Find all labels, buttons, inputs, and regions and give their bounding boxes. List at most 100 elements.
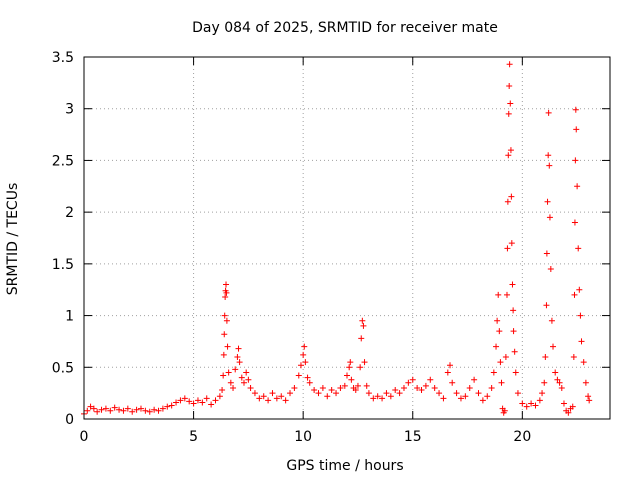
data-point: [418, 387, 425, 394]
data-point: [260, 393, 267, 400]
data-point: [120, 407, 127, 414]
data-point: [287, 390, 294, 397]
data-point: [542, 353, 549, 360]
data-point: [223, 281, 230, 288]
data-point: [306, 379, 313, 386]
data-point: [358, 335, 365, 342]
data-point: [359, 317, 366, 324]
data-point: [558, 384, 565, 391]
data-point: [497, 359, 504, 366]
data-point: [575, 245, 582, 252]
data-point: [177, 397, 184, 404]
data-point: [496, 328, 503, 335]
data-point: [504, 245, 511, 252]
data-point: [344, 372, 350, 379]
data-point: [245, 376, 252, 383]
data-point: [582, 379, 589, 386]
data-point: [374, 393, 381, 400]
data-point: [222, 293, 229, 300]
data-point: [574, 183, 581, 190]
data-point: [509, 281, 516, 288]
x-tick-label: 5: [189, 429, 198, 445]
data-point: [98, 406, 105, 413]
data-point: [90, 405, 97, 412]
data-point: [315, 390, 322, 397]
data-point: [548, 317, 555, 324]
y-tick-label: 1.5: [52, 257, 74, 273]
x-axis-label: GPS time / hours: [286, 458, 403, 474]
data-point: [240, 379, 247, 386]
data-point: [554, 376, 561, 383]
data-point: [203, 395, 210, 402]
data-point: [493, 343, 500, 350]
data-point: [479, 397, 486, 404]
data-point: [569, 403, 576, 410]
data-point: [282, 397, 289, 404]
data-point: [194, 397, 201, 404]
data-point: [488, 384, 495, 391]
data-point: [146, 408, 153, 415]
data-point: [357, 364, 364, 371]
data-point: [232, 366, 239, 373]
data-point: [159, 405, 166, 412]
data-point: [216, 393, 223, 400]
data-point: [311, 387, 318, 394]
data-point: [124, 405, 131, 412]
data-point: [508, 240, 515, 247]
data-point: [230, 384, 237, 391]
data-point: [84, 407, 91, 414]
data-point: [502, 353, 509, 360]
data-point: [111, 404, 118, 411]
data-point: [291, 384, 298, 391]
y-tick-label: 1: [65, 309, 74, 325]
data-point: [251, 390, 258, 397]
data-point: [556, 379, 563, 386]
data-point: [552, 369, 559, 376]
plot-frame: [83, 56, 611, 420]
y-tick-label: 0.5: [52, 360, 74, 376]
y-tick-label: 2.5: [52, 153, 74, 169]
data-point: [546, 214, 553, 221]
data-point: [532, 402, 539, 409]
data-point: [505, 152, 512, 159]
data-point: [546, 162, 553, 169]
data-point: [578, 338, 585, 345]
data-point: [523, 403, 530, 410]
data-point: [514, 390, 521, 397]
data-point: [427, 376, 434, 383]
data-point: [447, 362, 454, 369]
data-point: [181, 395, 188, 402]
data-point: [265, 397, 272, 404]
data-point: [506, 61, 513, 68]
data-point: [151, 406, 158, 413]
data-point: [577, 312, 584, 319]
data-point: [571, 219, 578, 226]
data-point: [504, 198, 511, 205]
data-point: [528, 400, 535, 407]
data-point: [414, 384, 421, 391]
data-point: [363, 382, 370, 389]
data-point: [383, 390, 390, 397]
data-point: [572, 106, 579, 113]
data-point: [87, 403, 94, 410]
data-point: [457, 395, 464, 402]
data-point: [498, 379, 505, 386]
data-point: [503, 291, 510, 298]
data-point: [155, 407, 162, 414]
data-point: [462, 393, 469, 400]
data-point: [400, 384, 407, 391]
data-point: [440, 395, 447, 402]
data-point: [164, 403, 171, 410]
data-point: [512, 369, 519, 376]
grid-lines: [84, 57, 610, 419]
data-point: [301, 343, 308, 350]
data-point: [466, 384, 473, 391]
data-point: [444, 369, 451, 376]
data-point: [422, 382, 429, 389]
data-point: [236, 359, 243, 366]
data-point: [347, 359, 354, 366]
data-point: [365, 390, 372, 397]
data-point: [186, 398, 193, 405]
data-point: [370, 395, 377, 402]
